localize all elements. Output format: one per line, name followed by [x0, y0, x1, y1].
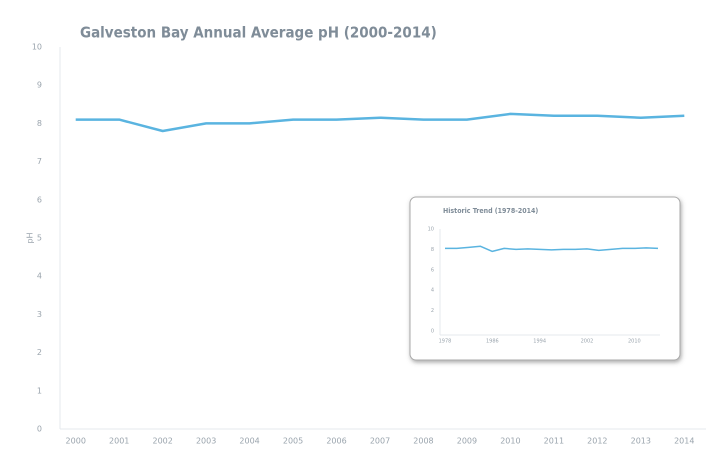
- y-axis-label: pH: [26, 232, 35, 243]
- x-tick-label: 1978: [439, 339, 452, 345]
- inset-title: Historic Trend (1978-2014): [443, 207, 538, 215]
- y-tick-label: 9: [37, 81, 42, 90]
- inset-box: [409, 196, 681, 361]
- x-tick-label: 2010: [628, 339, 641, 345]
- y-tick-label: 6: [37, 195, 42, 204]
- main-chart: 0 1 2 3 4 5 6 7 8 9 10 2000 2001 2002 2003 2004 2005 2006…: [32, 43, 695, 446]
- x-tick-label: 2007: [370, 437, 390, 446]
- y-tick-label: 6: [431, 267, 434, 273]
- x-tick-label: 2008: [413, 437, 433, 446]
- y-tick-label: 8: [431, 247, 434, 253]
- x-tick-label: 2002: [152, 437, 172, 446]
- x-tick-label: 2004: [239, 437, 259, 446]
- x-tick-label: 2002: [581, 339, 594, 345]
- y-tick-label: 10: [428, 227, 434, 233]
- x-tick-label: 1986: [486, 339, 499, 345]
- x-tick-label: 2011: [544, 437, 564, 446]
- x-tick-label: 2013: [631, 437, 651, 446]
- data-line: [445, 245, 659, 253]
- y-tick-label: 5: [37, 234, 42, 243]
- chart-title: Galveston Bay Annual Average pH (2000-20…: [80, 24, 437, 42]
- y-tick-label: 2: [37, 348, 42, 357]
- y-tick-label: 7: [37, 157, 42, 166]
- x-tick-label: 2000: [66, 437, 86, 446]
- y-tick-label: 8: [37, 119, 42, 128]
- y-tick-label: 0: [37, 425, 42, 434]
- y-tick-label: 10: [32, 43, 42, 52]
- x-tick-label: 2010: [500, 437, 520, 446]
- x-tick-label: 2006: [326, 437, 346, 446]
- x-tick-label: 2012: [587, 437, 607, 446]
- x-tick-label: 1994: [533, 339, 546, 345]
- y-tick-label: 3: [37, 310, 42, 319]
- y-tick-label: 0: [431, 329, 434, 335]
- x-tick-label: 2005: [283, 437, 303, 446]
- inset-chart: 0 2 4 6 8 10 1978 1986 1994 2002 2010: [428, 227, 659, 345]
- data-line: [75, 112, 685, 133]
- x-tick-label: 2001: [109, 437, 129, 446]
- y-tick-label: 1: [37, 386, 42, 395]
- x-tick-label: 2003: [196, 437, 216, 446]
- x-tick-label: 2014: [674, 437, 694, 446]
- x-tick-label: 2009: [457, 437, 477, 446]
- y-tick-label: 4: [37, 272, 42, 281]
- y-tick-label: 4: [431, 288, 434, 294]
- y-tick-label: 2: [431, 308, 434, 314]
